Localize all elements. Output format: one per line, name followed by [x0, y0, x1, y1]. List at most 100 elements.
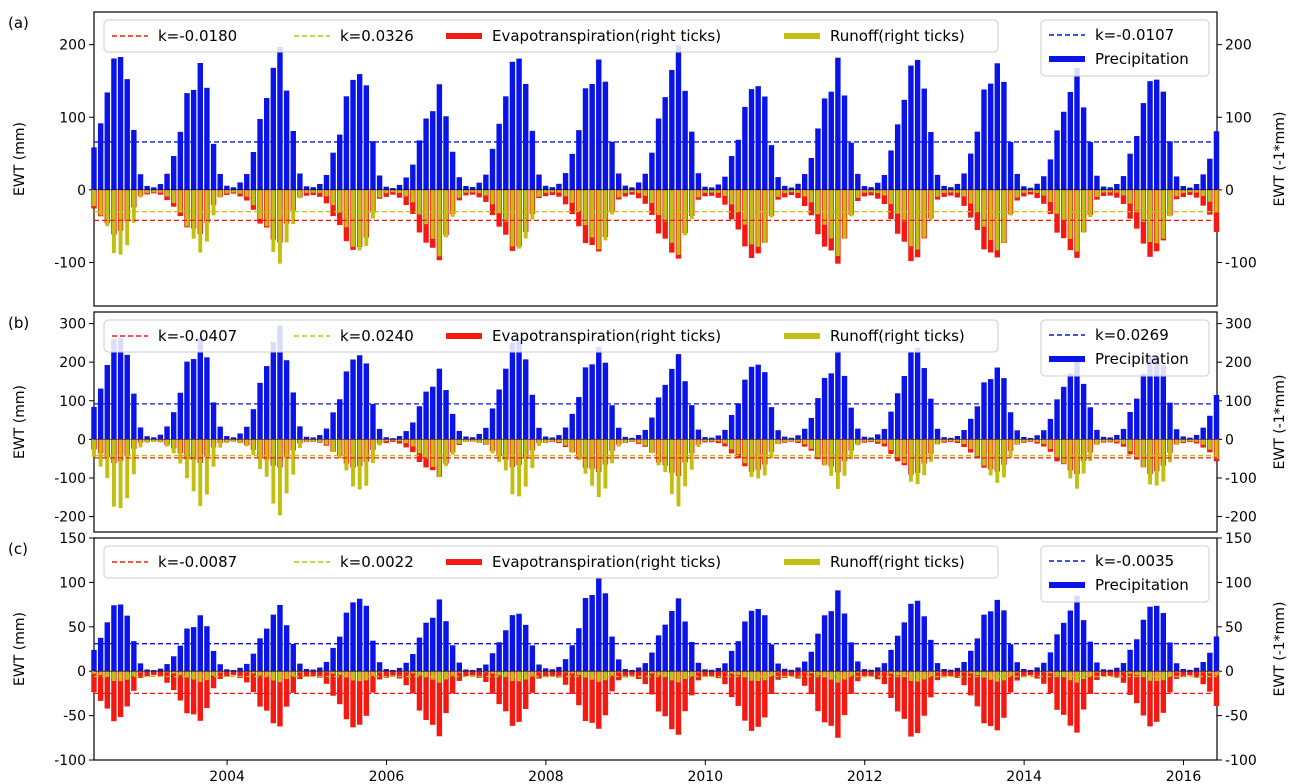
precipitation-bar	[204, 88, 209, 190]
precipitation-bar	[357, 74, 362, 190]
runoff-bar	[298, 439, 302, 448]
precipitation-bar	[105, 622, 110, 671]
precipitation-bar	[975, 132, 980, 190]
panel-c: (c)-100-50050100150-100-50050100150EWT (…	[8, 531, 1288, 784]
runoff-bar	[165, 439, 169, 446]
runoff-bar	[417, 671, 421, 675]
legend-handle-precip	[1049, 56, 1085, 62]
precipitation-bar	[736, 140, 741, 190]
runoff-bar	[683, 439, 687, 486]
precipitation-bar	[417, 140, 422, 189]
precipitation-bar	[1174, 429, 1179, 439]
runoff-bar	[557, 190, 561, 193]
precipitation-bar	[377, 662, 382, 671]
runoff-bar	[172, 439, 176, 453]
precipitation-bar	[138, 174, 143, 190]
precipitation-bar	[656, 119, 661, 190]
precipitation-bar	[384, 669, 389, 671]
precipitation-bar	[344, 371, 349, 439]
runoff-bar	[1148, 439, 1152, 484]
runoff-bar	[444, 190, 448, 238]
ytick-right-label: 100	[1225, 575, 1252, 591]
precipitation-bar	[829, 92, 834, 190]
precipitation-bar	[822, 98, 827, 189]
precipitation-bar	[662, 97, 667, 190]
legend-label-trend_precip: k=-0.0035	[1095, 552, 1174, 570]
runoff-bar	[975, 439, 979, 455]
precipitation-bar	[1154, 606, 1159, 671]
ylabel-left: EWT (mm)	[12, 612, 28, 686]
precipitation-bar	[470, 437, 475, 439]
precipitation-bar	[875, 183, 880, 190]
precipitation-bar	[437, 599, 442, 671]
evapotranspiration-bar	[616, 671, 621, 680]
runoff-bar	[1148, 190, 1152, 242]
evapotranspiration-bar	[1200, 671, 1205, 684]
ytick-right-label: 100	[1225, 394, 1252, 410]
ytick-left-label: 200	[59, 355, 86, 371]
runoff-bar	[371, 671, 375, 676]
runoff-bar	[92, 190, 96, 206]
runoff-bar	[603, 671, 607, 680]
precipitation-bar	[1068, 611, 1073, 672]
precipitation-bar	[802, 174, 807, 190]
evapotranspiration-bar	[1034, 671, 1039, 678]
evapotranspiration-bar	[91, 671, 96, 692]
precipitation-bar	[1127, 650, 1132, 671]
precipitation-bar	[437, 84, 442, 190]
runoff-bar	[1035, 190, 1039, 193]
ytick-right-label: 100	[1225, 110, 1252, 126]
runoff-bar	[1181, 439, 1185, 442]
runoff-bar	[1161, 439, 1165, 481]
evapotranspiration-bar	[1187, 671, 1192, 675]
precipitation-bar	[457, 431, 462, 439]
ytick-right-label: 0	[1225, 664, 1234, 680]
precipitation-bar	[623, 669, 628, 671]
precipitation-bar	[689, 132, 694, 190]
runoff-bar	[1042, 190, 1046, 196]
precipitation-bar	[895, 124, 900, 189]
precipitation-bar	[922, 89, 927, 190]
runoff-bar	[524, 671, 528, 679]
runoff-bar	[617, 190, 621, 197]
precipitation-bar	[1094, 430, 1099, 439]
runoff-bar	[424, 190, 428, 224]
runoff-bar	[510, 190, 514, 247]
runoff-bar	[936, 439, 940, 444]
precipitation-bar	[284, 360, 289, 439]
runoff-bar	[849, 190, 853, 217]
runoff-bar	[484, 190, 488, 196]
runoff-bar	[311, 439, 315, 441]
precipitation-bar	[603, 363, 608, 440]
ytick-right-label: 200	[1225, 355, 1252, 371]
precipitation-bar	[317, 668, 322, 672]
precipitation-bar	[855, 174, 860, 190]
precipitation-bar	[98, 638, 103, 671]
precipitation-bar	[736, 641, 741, 671]
runoff-bar	[550, 190, 554, 192]
precipitation-bar	[284, 625, 289, 671]
precipitation-bar	[1181, 669, 1186, 671]
precipitation-bar	[835, 351, 840, 440]
runoff-bar	[949, 190, 953, 193]
runoff-bar	[1201, 439, 1205, 444]
legend-label-trend_et: k=-0.0180	[158, 27, 237, 45]
precipitation-bar	[118, 57, 123, 190]
runoff-bar	[902, 190, 906, 222]
runoff-bar	[504, 439, 508, 470]
runoff-bar	[663, 671, 667, 676]
runoff-bar	[105, 439, 109, 478]
precipitation-bar	[636, 435, 641, 439]
precipitation-bar	[1194, 435, 1199, 439]
runoff-bar	[510, 439, 514, 494]
runoff-bar	[690, 671, 694, 676]
precipitation-bar	[304, 669, 309, 671]
runoff-bar	[1161, 671, 1165, 680]
ytick-left-label: 0	[77, 664, 86, 680]
precipitation-bar	[662, 385, 667, 439]
runoff-bar	[989, 671, 993, 680]
runoff-bar	[291, 190, 295, 224]
ytick-right-label: 0	[1225, 432, 1234, 448]
runoff-bar	[896, 439, 900, 457]
runoff-bar	[869, 190, 873, 192]
